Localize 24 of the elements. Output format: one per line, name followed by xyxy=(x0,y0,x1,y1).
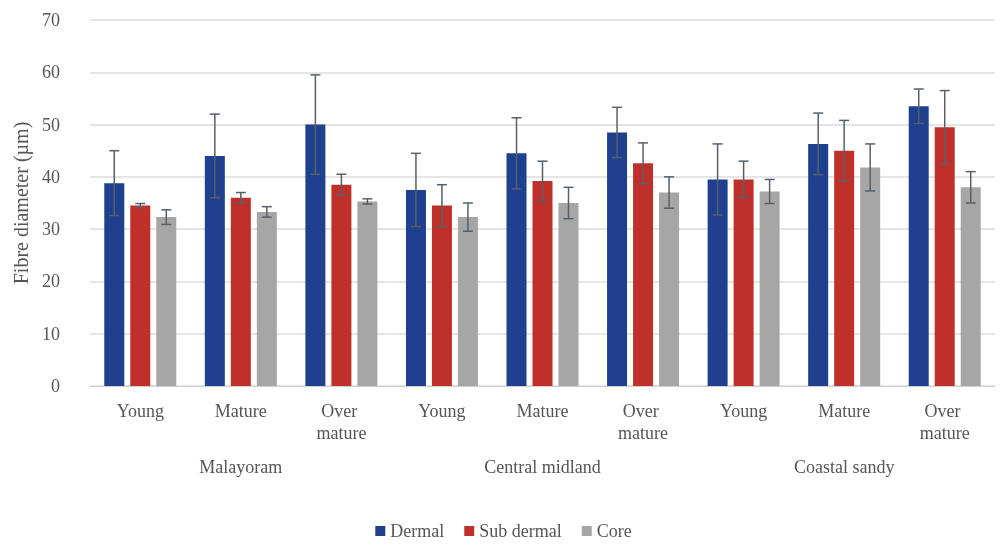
legend-label: Sub dermal xyxy=(479,521,562,541)
text: Coastal sandy xyxy=(793,457,895,477)
x-tick-label: Mature xyxy=(516,401,569,421)
legend-label: Core xyxy=(596,521,632,541)
y-tick-label: 40 xyxy=(42,166,60,187)
y-tick-label: 10 xyxy=(42,323,60,344)
x-tick-label: Mature xyxy=(214,401,267,421)
y-tick-label: 60 xyxy=(42,62,60,83)
x-tick-label: Over mature xyxy=(618,401,669,443)
y-tick-label: 0 xyxy=(51,376,60,396)
text: Malayoram xyxy=(199,457,283,477)
text: Central midland xyxy=(484,457,601,477)
x-tick-label: Over mature xyxy=(919,401,970,443)
y-tick-label: 50 xyxy=(42,114,60,135)
y-tick-label: 20 xyxy=(42,271,60,292)
x-tick-label: Young xyxy=(418,401,466,421)
y-axis-title: Fibre diameter (µm) xyxy=(10,121,34,285)
x-tick-label: Over mature xyxy=(316,401,367,443)
x-tick-label: Young xyxy=(720,401,768,421)
y-tick-label: 30 xyxy=(42,219,60,240)
x-tick-label: Mature xyxy=(818,401,871,421)
x-tick-label: Young xyxy=(116,401,164,421)
legend-label: Dermal xyxy=(390,521,445,541)
y-tick-label: 70 xyxy=(42,10,60,30)
